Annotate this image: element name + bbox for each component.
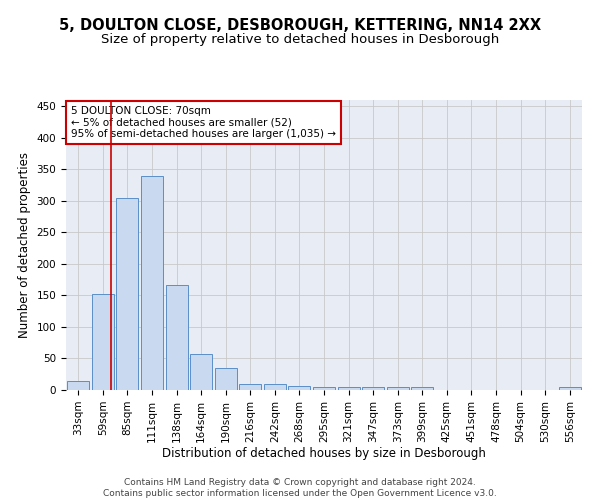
Y-axis label: Number of detached properties: Number of detached properties bbox=[18, 152, 31, 338]
Text: 5 DOULTON CLOSE: 70sqm
← 5% of detached houses are smaller (52)
95% of semi-deta: 5 DOULTON CLOSE: 70sqm ← 5% of detached … bbox=[71, 106, 336, 139]
Bar bbox=[67, 380, 89, 390]
Bar bbox=[166, 284, 188, 390]
Bar bbox=[559, 387, 581, 390]
Bar bbox=[239, 384, 262, 390]
Bar bbox=[116, 198, 139, 390]
Bar bbox=[92, 294, 114, 390]
Bar bbox=[338, 388, 359, 390]
Bar bbox=[313, 387, 335, 390]
Text: Contains HM Land Registry data © Crown copyright and database right 2024.
Contai: Contains HM Land Registry data © Crown c… bbox=[103, 478, 497, 498]
Bar bbox=[362, 387, 384, 390]
Bar bbox=[411, 387, 433, 390]
Bar bbox=[190, 354, 212, 390]
Bar bbox=[264, 384, 286, 390]
Text: 5, DOULTON CLOSE, DESBOROUGH, KETTERING, NN14 2XX: 5, DOULTON CLOSE, DESBOROUGH, KETTERING,… bbox=[59, 18, 541, 32]
Text: Size of property relative to detached houses in Desborough: Size of property relative to detached ho… bbox=[101, 32, 499, 46]
Bar bbox=[141, 176, 163, 390]
Bar bbox=[289, 386, 310, 390]
Bar bbox=[215, 368, 237, 390]
Bar bbox=[386, 387, 409, 390]
X-axis label: Distribution of detached houses by size in Desborough: Distribution of detached houses by size … bbox=[162, 448, 486, 460]
